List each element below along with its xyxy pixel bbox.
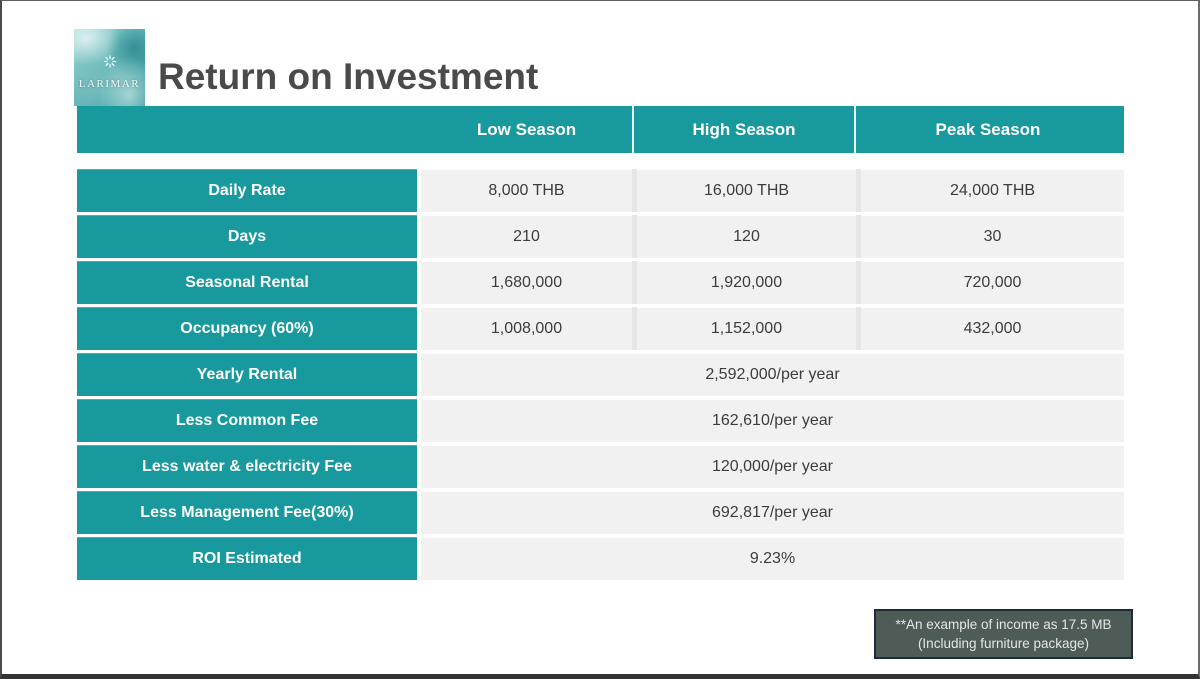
column-header-peak-season: Peak Season — [854, 106, 1120, 153]
cell-high-season: 1,920,000 — [632, 261, 856, 304]
logo-wordmark: LARIMAR — [78, 78, 141, 90]
cell-peak-season: 720,000 — [856, 261, 1124, 304]
row-label: Yearly Rental — [77, 353, 417, 396]
table-row-less-water-electricity-fee: Less water & electricity Fee 120,000/per… — [77, 445, 1124, 488]
larimar-logo: LARIMAR — [74, 29, 145, 106]
footnote-line-2: (Including furniture package) — [917, 636, 1090, 651]
table-row-occupancy: Occupancy (60%) 1,008,000 1,152,000 432,… — [77, 307, 1124, 350]
row-label: ROI Estimated — [77, 537, 417, 580]
cell-peak-season: 432,000 — [856, 307, 1124, 350]
row-label: Daily Rate — [77, 169, 417, 212]
table-row-daily-rate: Daily Rate 8,000 THB 16,000 THB 24,000 T… — [77, 169, 1124, 212]
row-label: Less water & electricity Fee — [77, 445, 417, 488]
cell-merged-value: 9.23% — [421, 537, 1124, 580]
cell-merged-value: 2,592,000/per year — [421, 353, 1124, 396]
table-row-less-common-fee: Less Common Fee 162,610/per year — [77, 399, 1124, 442]
row-data: 1,680,000 1,920,000 720,000 — [421, 261, 1124, 304]
table-row-seasonal-rental: Seasonal Rental 1,680,000 1,920,000 720,… — [77, 261, 1124, 304]
row-label: Seasonal Rental — [77, 261, 417, 304]
column-header-low-season: Low Season — [476, 119, 577, 139]
row-label: Less Common Fee — [77, 399, 417, 442]
table-row-roi-estimated: ROI Estimated 9.23% — [77, 537, 1124, 580]
row-label: Occupancy (60%) — [77, 307, 417, 350]
cell-merged-value: 162,610/per year — [421, 399, 1124, 442]
row-data: 9.23% — [421, 537, 1124, 580]
row-data: 162,610/per year — [421, 399, 1124, 442]
row-data: 1,008,000 1,152,000 432,000 — [421, 307, 1124, 350]
cell-low-season: 1,680,000 — [421, 261, 632, 304]
table-row-yearly-rental: Yearly Rental 2,592,000/per year — [77, 353, 1124, 396]
page-title: Return on Investment — [158, 56, 539, 97]
row-data: 8,000 THB 16,000 THB 24,000 THB — [421, 169, 1124, 212]
cell-high-season: 120 — [632, 215, 856, 258]
row-label: Days — [77, 215, 417, 258]
cell-peak-season: 24,000 THB — [856, 169, 1124, 212]
table-row-less-management-fee: Less Management Fee(30%) 692,817/per yea… — [77, 491, 1124, 534]
cell-peak-season: 30 — [856, 215, 1124, 258]
row-data: 210 120 30 — [421, 215, 1124, 258]
row-data: 2,592,000/per year — [421, 353, 1124, 396]
column-header-high-season: High Season — [632, 106, 854, 153]
table-header-row: Low Season High Season Peak Season — [77, 106, 1124, 153]
cell-merged-value: 692,817/per year — [421, 491, 1124, 534]
cell-merged-value: 120,000/per year — [421, 445, 1124, 488]
row-label: Less Management Fee(30%) — [77, 491, 417, 534]
footnote-box: **An example of income as 17.5 MB (Inclu… — [874, 609, 1133, 659]
footnote-line-1: **An example of income as 17.5 MB — [895, 617, 1112, 632]
column-header-empty — [77, 106, 421, 153]
cell-low-season: 8,000 THB — [421, 169, 632, 212]
cell-low-season: 1,008,000 — [421, 307, 632, 350]
cell-high-season: 16,000 THB — [632, 169, 856, 212]
cell-low-season: 210 — [421, 215, 632, 258]
sun-burst-icon — [103, 55, 116, 68]
roi-table: Low Season High Season Peak Season Daily… — [77, 106, 1124, 583]
row-data: 120,000/per year — [421, 445, 1124, 488]
table-row-days: Days 210 120 30 — [77, 215, 1124, 258]
cell-high-season: 1,152,000 — [632, 307, 856, 350]
row-data: 692,817/per year — [421, 491, 1124, 534]
